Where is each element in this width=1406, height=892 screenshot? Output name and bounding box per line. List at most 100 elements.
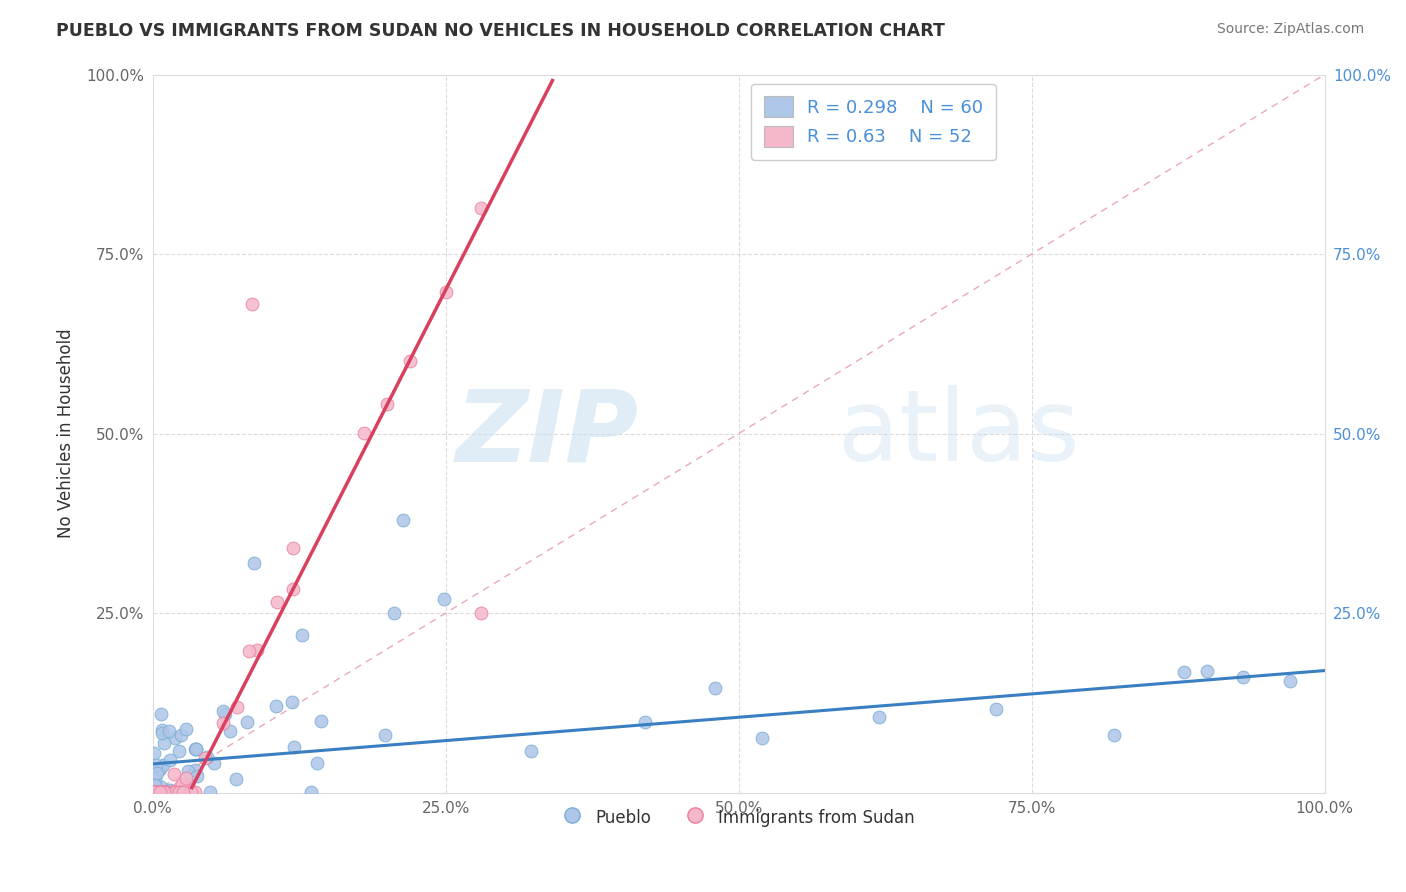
Point — [211, 716, 233, 731]
Point — [148, 785, 170, 799]
Point — [163, 785, 186, 799]
Point — [214, 707, 236, 722]
Point — [150, 706, 173, 721]
Point — [212, 704, 235, 718]
Point — [177, 778, 200, 792]
Point — [170, 785, 193, 799]
Point — [520, 743, 543, 757]
Point — [152, 758, 174, 772]
Point — [1102, 728, 1125, 742]
Point — [634, 714, 657, 729]
Point — [162, 785, 184, 799]
Point — [162, 785, 184, 799]
Point — [170, 728, 193, 742]
Point — [202, 756, 225, 770]
Point — [163, 785, 186, 799]
Point — [142, 785, 165, 799]
Point — [165, 785, 187, 799]
Point — [163, 767, 186, 781]
Point — [299, 785, 322, 799]
Point — [170, 777, 193, 791]
Point — [149, 785, 172, 799]
Point — [353, 426, 375, 441]
Point — [180, 785, 202, 799]
Legend: Pueblo, Immigrants from Sudan: Pueblo, Immigrants from Sudan — [555, 801, 921, 835]
Point — [434, 285, 457, 300]
Point — [149, 785, 172, 799]
Point — [1197, 665, 1219, 679]
Point — [392, 513, 415, 527]
Point — [186, 741, 208, 756]
Point — [153, 736, 176, 750]
Point — [149, 763, 172, 777]
Point — [149, 785, 172, 799]
Point — [174, 780, 197, 795]
Point — [152, 785, 174, 799]
Point — [183, 742, 205, 756]
Point — [309, 714, 332, 728]
Point — [184, 764, 207, 778]
Point — [1278, 673, 1301, 688]
Point — [238, 644, 260, 658]
Point — [195, 749, 218, 764]
Point — [283, 541, 305, 556]
Point — [155, 785, 177, 799]
Point — [219, 724, 242, 739]
Point — [153, 785, 176, 799]
Point — [146, 785, 169, 799]
Point — [142, 785, 165, 799]
Point — [142, 785, 165, 799]
Point — [200, 785, 222, 799]
Point — [176, 764, 198, 779]
Point — [155, 785, 177, 799]
Point — [291, 628, 314, 642]
Point — [186, 769, 208, 783]
Point — [145, 757, 167, 772]
Point — [236, 715, 259, 730]
Text: atlas: atlas — [838, 385, 1080, 482]
Point — [150, 785, 173, 799]
Point — [281, 695, 304, 709]
Point — [167, 785, 190, 799]
Point — [183, 785, 205, 799]
Point — [149, 785, 172, 799]
Point — [1232, 670, 1254, 684]
Point — [143, 778, 166, 792]
Point — [283, 740, 305, 755]
Point — [704, 681, 727, 695]
Point — [986, 702, 1008, 716]
Point — [153, 785, 176, 799]
Point — [1173, 665, 1195, 680]
Point — [163, 731, 186, 746]
Point — [246, 643, 269, 657]
Point — [159, 753, 181, 767]
Point — [172, 785, 194, 799]
Point — [382, 606, 405, 620]
Point — [169, 785, 191, 799]
Point — [152, 785, 174, 799]
Point — [145, 785, 167, 799]
Point — [399, 354, 422, 368]
Point — [157, 785, 180, 799]
Point — [153, 785, 176, 799]
Point — [305, 756, 328, 771]
Point — [375, 397, 398, 411]
Point — [374, 728, 396, 742]
Point — [470, 201, 492, 215]
Text: ZIP: ZIP — [456, 385, 638, 482]
Point — [751, 731, 773, 745]
Text: Source: ZipAtlas.com: Source: ZipAtlas.com — [1216, 22, 1364, 37]
Point — [157, 724, 180, 739]
Point — [174, 771, 197, 785]
Point — [470, 606, 492, 620]
Point — [225, 700, 247, 714]
Point — [184, 742, 207, 756]
Point — [169, 780, 191, 794]
Point — [142, 747, 165, 761]
Point — [149, 780, 172, 794]
Y-axis label: No Vehicles in Household: No Vehicles in Household — [58, 329, 75, 539]
Point — [150, 723, 173, 737]
Point — [150, 726, 173, 740]
Point — [176, 722, 198, 736]
Point — [162, 785, 184, 799]
